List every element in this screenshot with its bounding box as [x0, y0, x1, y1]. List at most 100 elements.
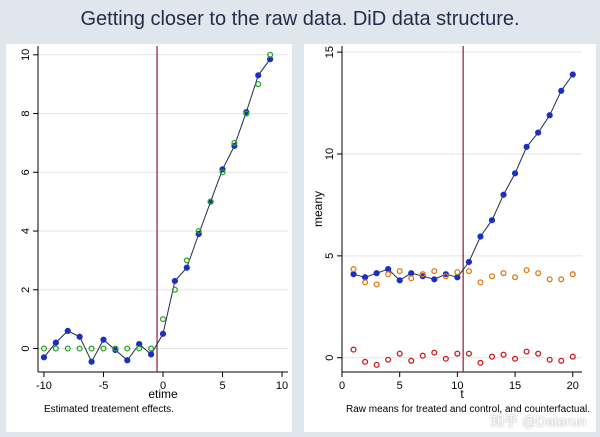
chart-estimated-effects: 0 2 4 6 8 10 -10 -5 0 5 10 etime Estimated treatemen… — [6, 44, 292, 432]
data-point-hollow — [373, 281, 380, 288]
data-point — [124, 357, 131, 364]
data-point — [183, 264, 190, 271]
data-point — [40, 354, 48, 361]
data-point — [500, 191, 507, 198]
data-point — [255, 72, 262, 79]
data-point — [569, 71, 576, 78]
data-point-hollow — [419, 352, 426, 359]
data-point-hollow — [454, 350, 461, 357]
data-point-hollow — [231, 139, 238, 146]
x-tick-label: 15 — [509, 380, 521, 392]
data-point — [396, 277, 403, 284]
data-point — [147, 351, 155, 358]
data-point-hollow — [535, 270, 542, 277]
plot-area — [38, 46, 288, 372]
y-tick-label: 6 — [20, 169, 32, 175]
data-point-hollow — [112, 345, 119, 352]
x-tick-label: 10 — [276, 380, 288, 392]
data-point-hollow — [148, 345, 155, 352]
data-point-hollow — [408, 275, 415, 282]
data-point-hollow — [558, 276, 565, 283]
x-tick-label: 5 — [397, 380, 403, 392]
y-tick-label: 2 — [20, 287, 32, 293]
data-point-hollow — [408, 357, 415, 364]
data-point — [558, 87, 565, 94]
x-tick-label: -5 — [99, 380, 109, 392]
data-point — [488, 217, 496, 224]
data-point — [52, 339, 59, 346]
y-axis-title: meany — [311, 191, 325, 227]
data-point-hollow — [523, 348, 530, 355]
series-line — [43, 58, 271, 363]
data-point-hollow — [76, 345, 83, 352]
data-point-hollow — [396, 268, 403, 275]
data-point — [373, 270, 380, 277]
data-point-hollow — [535, 350, 542, 357]
data-point — [523, 143, 530, 150]
data-point-hollow — [350, 346, 357, 353]
data-point-hollow — [558, 357, 565, 364]
data-point-hollow — [431, 349, 438, 356]
data-point — [171, 277, 179, 285]
y-tick-label: 0 — [324, 355, 336, 361]
data-point-hollow — [350, 266, 357, 273]
data-point-hollow — [500, 270, 507, 277]
data-point — [454, 274, 461, 281]
data-point-hollow — [362, 279, 369, 286]
data-point-hollow — [546, 356, 553, 363]
data-point-hollow — [569, 353, 576, 360]
y-tick-label: 15 — [324, 46, 336, 58]
data-point-hollow — [465, 268, 472, 275]
x-tick-label: 10 — [451, 380, 463, 392]
x-tick-label: 0 — [160, 380, 166, 392]
data-point-hollow — [385, 356, 392, 363]
chart-note: Raw means for treated and control, and c… — [346, 404, 590, 415]
data-point-hollow — [500, 351, 507, 358]
data-point-hollow — [488, 353, 496, 360]
data-point-hollow — [183, 257, 190, 264]
data-point — [159, 330, 167, 337]
data-point-hollow — [442, 273, 449, 280]
data-point-hollow — [385, 271, 392, 278]
y-tick-label: 8 — [20, 110, 32, 116]
data-point-hollow — [255, 81, 262, 88]
data-point — [64, 327, 71, 334]
data-point — [465, 258, 473, 266]
data-point — [350, 271, 357, 278]
x-axis-title: etime — [148, 387, 178, 401]
data-point-hollow — [454, 269, 461, 276]
x-tick-label: -10 — [36, 380, 52, 392]
data-point-hollow — [207, 198, 214, 205]
plot-area — [342, 46, 582, 372]
data-point-hollow — [442, 355, 449, 362]
data-point-hollow — [512, 355, 519, 362]
data-point-hollow — [243, 110, 250, 117]
data-point-hollow — [362, 358, 369, 365]
data-point — [385, 266, 392, 273]
x-tick-label: 0 — [339, 380, 345, 392]
data-point-hollow — [124, 345, 131, 352]
data-point — [477, 233, 484, 240]
data-point-hollow — [465, 350, 472, 357]
y-tick-label: 10 — [324, 148, 336, 160]
data-point-hollow — [569, 271, 576, 278]
data-point-hollow — [40, 345, 48, 352]
data-point-hollow — [419, 271, 426, 278]
data-point — [535, 129, 542, 136]
x-tick-label: 20 — [567, 380, 579, 392]
y-tick-label: 0 — [20, 345, 32, 351]
data-point-hollow — [195, 227, 202, 235]
data-point-hollow — [52, 345, 59, 352]
watermark: 知乎 @Datarun — [490, 413, 586, 429]
data-point-hollow — [523, 267, 530, 274]
data-point-hollow — [171, 286, 178, 293]
data-point — [361, 274, 369, 281]
data-point-hollow — [100, 345, 107, 352]
data-point — [431, 276, 438, 283]
data-point — [88, 358, 95, 365]
data-point-hollow — [512, 274, 519, 281]
data-point — [100, 336, 107, 343]
data-point-hollow — [373, 361, 380, 368]
data-point-hollow — [88, 345, 95, 352]
